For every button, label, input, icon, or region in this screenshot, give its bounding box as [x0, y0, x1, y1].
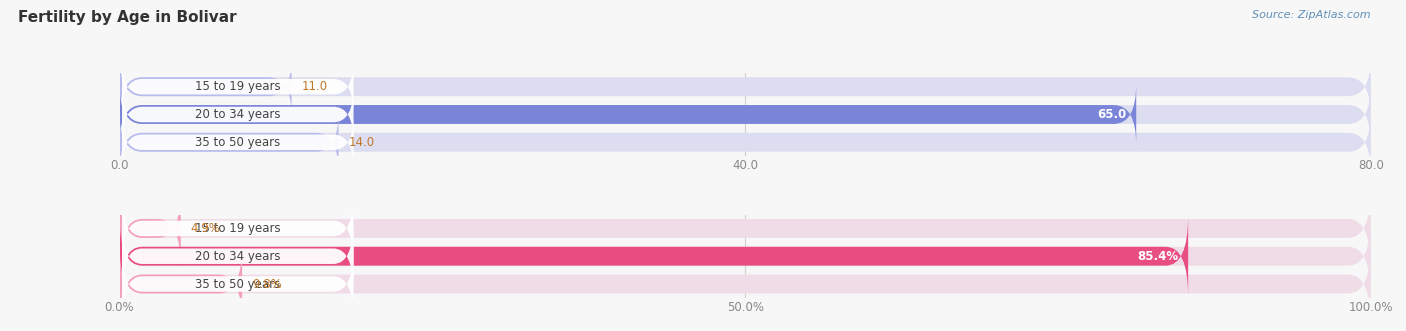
FancyBboxPatch shape: [122, 247, 353, 321]
FancyBboxPatch shape: [120, 243, 242, 325]
Text: 4.9%: 4.9%: [191, 222, 221, 235]
Text: 11.0: 11.0: [301, 80, 328, 93]
FancyBboxPatch shape: [120, 84, 1371, 145]
Text: 9.8%: 9.8%: [252, 277, 281, 291]
FancyBboxPatch shape: [122, 192, 353, 265]
FancyBboxPatch shape: [120, 243, 1371, 325]
FancyBboxPatch shape: [120, 56, 1371, 117]
FancyBboxPatch shape: [120, 84, 1136, 145]
FancyBboxPatch shape: [120, 56, 291, 117]
Text: 35 to 50 years: 35 to 50 years: [195, 277, 280, 291]
FancyBboxPatch shape: [122, 219, 353, 293]
Text: 85.4%: 85.4%: [1137, 250, 1178, 263]
Text: 65.0: 65.0: [1097, 108, 1126, 121]
Text: 35 to 50 years: 35 to 50 years: [195, 136, 280, 149]
Text: 20 to 34 years: 20 to 34 years: [195, 250, 281, 263]
FancyBboxPatch shape: [122, 115, 353, 170]
Text: 15 to 19 years: 15 to 19 years: [195, 222, 281, 235]
FancyBboxPatch shape: [120, 112, 1371, 173]
Text: 14.0: 14.0: [349, 136, 374, 149]
FancyBboxPatch shape: [122, 87, 353, 142]
FancyBboxPatch shape: [120, 112, 339, 173]
FancyBboxPatch shape: [120, 216, 1371, 297]
Text: Fertility by Age in Bolivar: Fertility by Age in Bolivar: [18, 10, 236, 25]
Text: 15 to 19 years: 15 to 19 years: [195, 80, 281, 93]
Text: Source: ZipAtlas.com: Source: ZipAtlas.com: [1253, 10, 1371, 20]
FancyBboxPatch shape: [120, 216, 1188, 297]
FancyBboxPatch shape: [122, 59, 353, 115]
Text: 20 to 34 years: 20 to 34 years: [195, 108, 281, 121]
FancyBboxPatch shape: [120, 188, 181, 269]
FancyBboxPatch shape: [120, 188, 1371, 269]
